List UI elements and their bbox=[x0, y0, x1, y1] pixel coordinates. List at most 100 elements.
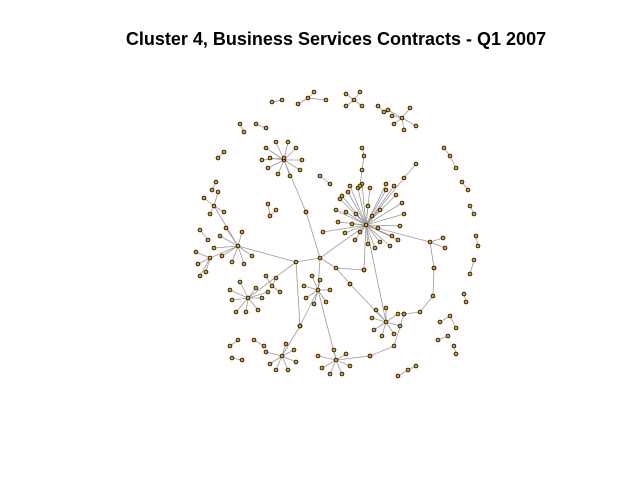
graph-node bbox=[229, 355, 235, 361]
graph-node bbox=[331, 347, 337, 353]
graph-node bbox=[320, 229, 326, 235]
graph-node bbox=[417, 309, 423, 315]
graph-node bbox=[211, 203, 217, 209]
graph-node bbox=[405, 367, 411, 373]
graph-node bbox=[253, 285, 259, 291]
graph-node bbox=[343, 351, 349, 357]
graph-edge bbox=[265, 351, 283, 357]
graph-edge bbox=[283, 159, 301, 171]
graph-node bbox=[273, 139, 279, 145]
graph-edge bbox=[335, 355, 371, 361]
graph-edge bbox=[299, 289, 319, 327]
graph-edge bbox=[345, 211, 367, 226]
graph-node bbox=[357, 229, 363, 235]
graph-node bbox=[263, 125, 269, 131]
graph-node bbox=[361, 267, 367, 273]
graph-edge bbox=[195, 251, 211, 259]
graph-edge bbox=[385, 321, 395, 335]
graph-edge bbox=[295, 261, 301, 327]
graph-edge bbox=[281, 355, 297, 363]
graph-edge bbox=[361, 183, 367, 226]
graph-node bbox=[383, 319, 389, 325]
graph-node bbox=[229, 297, 235, 303]
graph-edge bbox=[351, 223, 367, 226]
graph-edge bbox=[401, 117, 417, 127]
graph-node bbox=[273, 367, 279, 373]
graph-edge bbox=[283, 159, 307, 213]
graph-edge bbox=[371, 317, 387, 323]
graph-node bbox=[440, 235, 446, 241]
graph-node bbox=[293, 259, 299, 265]
node-layer bbox=[193, 89, 481, 379]
graph-node bbox=[243, 309, 249, 315]
graph-node bbox=[342, 230, 348, 236]
graph-node bbox=[315, 353, 321, 359]
graph-edge bbox=[373, 321, 387, 331]
graph-node bbox=[401, 127, 407, 133]
graph-edge bbox=[335, 209, 367, 226]
graph-edge bbox=[205, 257, 211, 273]
graph-node bbox=[399, 115, 405, 121]
graph-node bbox=[395, 373, 401, 379]
graph-edge bbox=[237, 245, 245, 265]
graph-node bbox=[371, 327, 377, 333]
graph-edge bbox=[245, 297, 249, 313]
graph-edge bbox=[209, 245, 239, 259]
graph-node bbox=[435, 337, 441, 343]
graph-node bbox=[267, 155, 273, 161]
graph-edge bbox=[267, 159, 285, 169]
graph-node bbox=[253, 121, 259, 127]
graph-edge bbox=[335, 359, 351, 367]
graph-node bbox=[357, 183, 363, 189]
graph-node bbox=[209, 187, 215, 193]
graph-node bbox=[369, 213, 375, 219]
graph-node bbox=[471, 211, 477, 217]
graph-edge bbox=[319, 257, 337, 269]
plot-title: Cluster 4, Business Services Contracts -… bbox=[125, 29, 547, 49]
graph-node bbox=[383, 305, 389, 311]
graph-node bbox=[267, 213, 273, 219]
graph-node bbox=[473, 233, 479, 239]
graph-node bbox=[359, 103, 365, 109]
graph-node bbox=[377, 207, 383, 213]
graph-node bbox=[205, 237, 211, 243]
graph-node bbox=[221, 149, 227, 155]
graph-node bbox=[265, 201, 271, 207]
graph-node bbox=[195, 261, 201, 267]
graph-node bbox=[367, 353, 373, 359]
graph-node bbox=[239, 357, 245, 363]
graph-node bbox=[227, 287, 233, 293]
graph-edge bbox=[313, 289, 319, 305]
graph-edge bbox=[261, 157, 285, 161]
graph-node bbox=[451, 343, 457, 349]
graph-node bbox=[317, 255, 323, 261]
graph-node bbox=[263, 145, 269, 151]
graph-node bbox=[343, 103, 349, 109]
graph-edge bbox=[349, 283, 387, 323]
graph-node bbox=[391, 183, 397, 189]
graph-node bbox=[299, 157, 305, 163]
graph-node bbox=[339, 371, 345, 377]
graph-edge bbox=[335, 267, 365, 271]
graph-edge bbox=[432, 267, 435, 297]
graph-node bbox=[251, 337, 257, 343]
graph-node bbox=[311, 301, 317, 307]
graph-edge bbox=[393, 313, 405, 347]
graph-node bbox=[297, 323, 303, 329]
graph-node bbox=[391, 331, 397, 337]
graph-node bbox=[235, 243, 241, 249]
graph-edge bbox=[199, 257, 211, 277]
graph-node bbox=[397, 323, 403, 329]
graph-edge bbox=[469, 259, 475, 275]
graph-node bbox=[401, 211, 407, 217]
graph-edge bbox=[347, 191, 367, 226]
graph-node bbox=[467, 271, 473, 277]
graph-node bbox=[365, 241, 371, 247]
graph-node bbox=[347, 363, 353, 369]
graph-node bbox=[305, 95, 311, 101]
graph-node bbox=[357, 89, 363, 95]
graph-node bbox=[319, 365, 325, 371]
graph-node bbox=[259, 295, 265, 301]
graph-node bbox=[401, 311, 407, 317]
graph-edge bbox=[269, 355, 283, 365]
